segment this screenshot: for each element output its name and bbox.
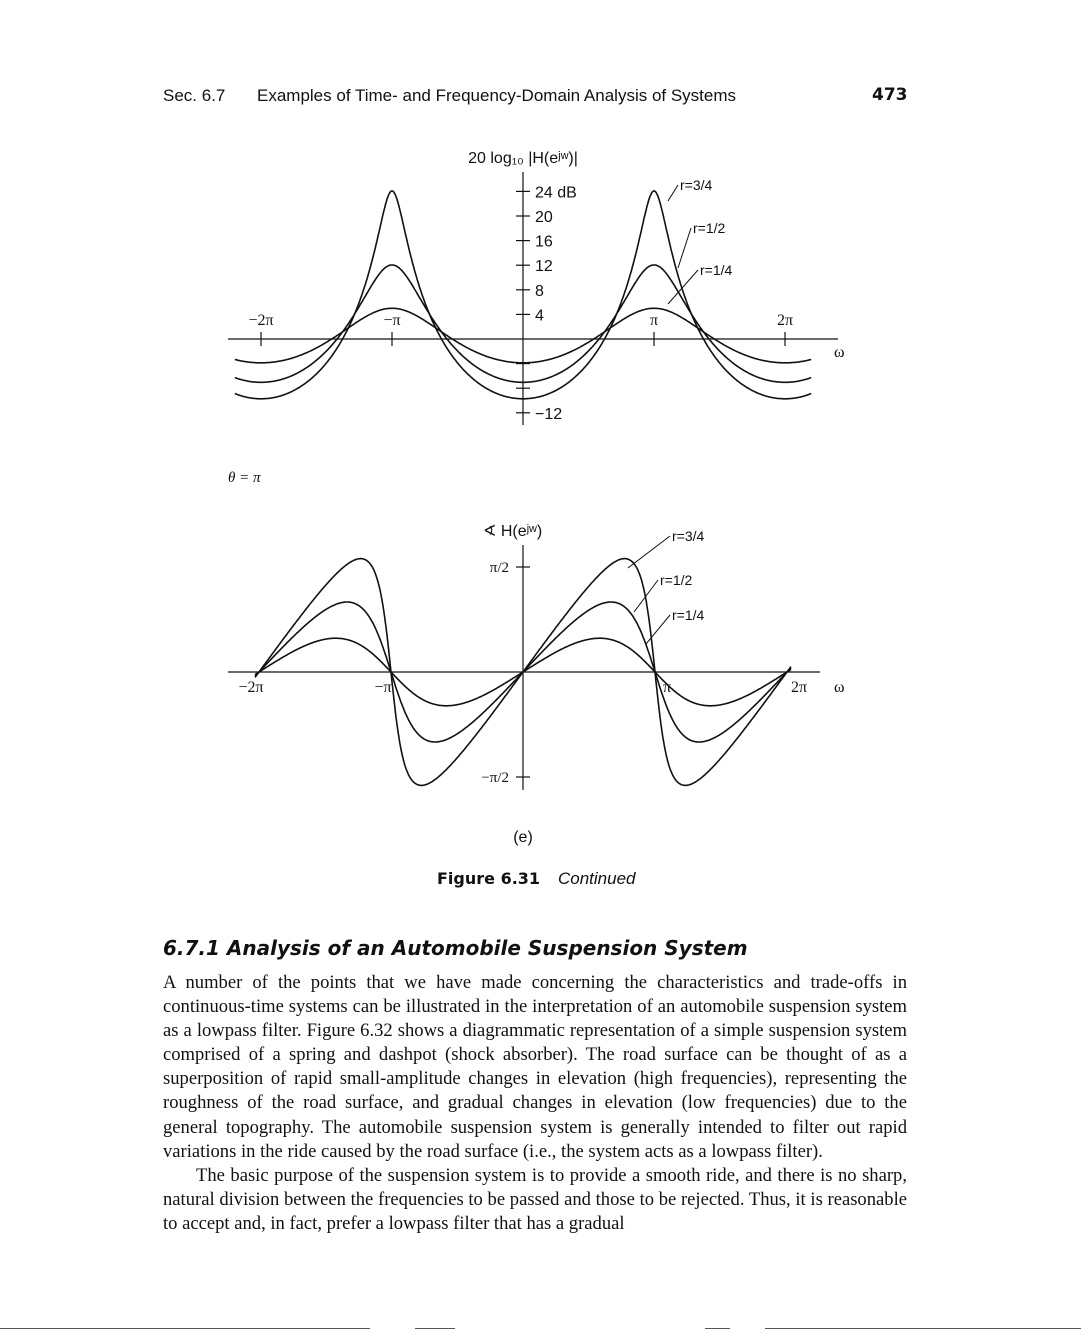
x-tick-label: −π [374,679,391,696]
y-tick-label: 16 [535,234,553,251]
curve-label: r=1/2 [693,220,726,236]
theta-label: θ = π [228,470,261,486]
bottom-rule [705,1328,730,1329]
y-tick-label: 20 [535,209,553,226]
curve-label-leader [633,579,659,613]
phase-curve [254,557,392,678]
x-tick-label: 2π [777,312,793,329]
y-tick-label: 4 [535,307,544,324]
page-number: 473 [872,85,908,105]
x-tick-label: −2π [238,679,263,696]
figure-caption-label: Figure 6.31 [437,869,541,888]
x-tick-label: π [663,679,671,696]
curve-label-leader [667,269,699,305]
curve-label-leader [677,227,692,269]
phase-curve [654,668,792,707]
magnitude-plot: 24 dB 20 16 12 8 4 −12 −2π −π π 2π ω 20 log₁₀ |H(eʲʷ… [228,150,845,425]
x-axis-label: ω [834,679,845,696]
phase-plot: π/2 −π/2 −2π −π π 2π ω ∢ H(eʲʷ) r=3/4 r=1/2 r=1/4 [228,523,845,790]
curve-label-leader [627,535,671,569]
curve-label: r=1/4 [672,607,705,623]
y-tick-label: −π/2 [481,770,509,786]
curve-label: r=1/4 [700,262,733,278]
curve-label-leader [645,614,671,645]
figure-6-31-e: 24 dB 20 16 12 8 4 −12 −2π −π π 2π ω 20 log₁₀ |H(eʲʷ… [228,150,845,846]
x-axis-label: ω [834,344,845,361]
section-heading: 6.7.1 Analysis of an Automobile Suspensi… [163,936,748,960]
body-text: A number of the points that we have made… [163,971,907,1236]
x-tick-label: 2π [791,679,807,696]
paragraph: The basic purpose of the suspension syst… [163,1164,907,1234]
magnitude-curve [234,190,812,400]
bottom-rule [0,1328,370,1329]
y-tick-label: 12 [535,258,553,275]
y-axis-label: ∢ H(eʲʷ) [483,523,542,540]
phase-curve [390,637,656,707]
x-tick-label: −π [383,312,400,329]
x-tick-label: −2π [248,312,273,329]
curve-label-leader [667,184,679,202]
phase-curve [654,667,792,743]
curve-label: r=1/2 [660,572,693,588]
y-tick-label: π/2 [490,560,509,576]
curve-label: r=3/4 [672,528,705,544]
y-axis-label: 20 log₁₀ |H(eʲʷ)| [468,150,578,167]
y-tick-label: −12 [535,406,562,423]
phase-curve [254,637,392,676]
x-tick-label: π [650,312,658,329]
bottom-rule [415,1328,455,1329]
paragraph: A number of the points that we have made… [163,972,907,1162]
magnitude-curve [234,307,812,364]
curve-label: r=3/4 [680,177,713,193]
running-header-section: Sec. 6.7 [163,86,226,105]
figure-caption-text: Continued [558,869,636,888]
phase-curve [254,601,392,677]
running-header-title: Examples of Time- and Frequency-Domain A… [257,86,737,105]
y-tick-label: 8 [535,283,544,300]
bottom-rule [765,1328,1081,1329]
y-tick-label: 24 dB [535,184,577,201]
magnitude-curve [234,264,812,384]
panel-label: (e) [513,829,533,846]
phase-curve [654,666,792,787]
